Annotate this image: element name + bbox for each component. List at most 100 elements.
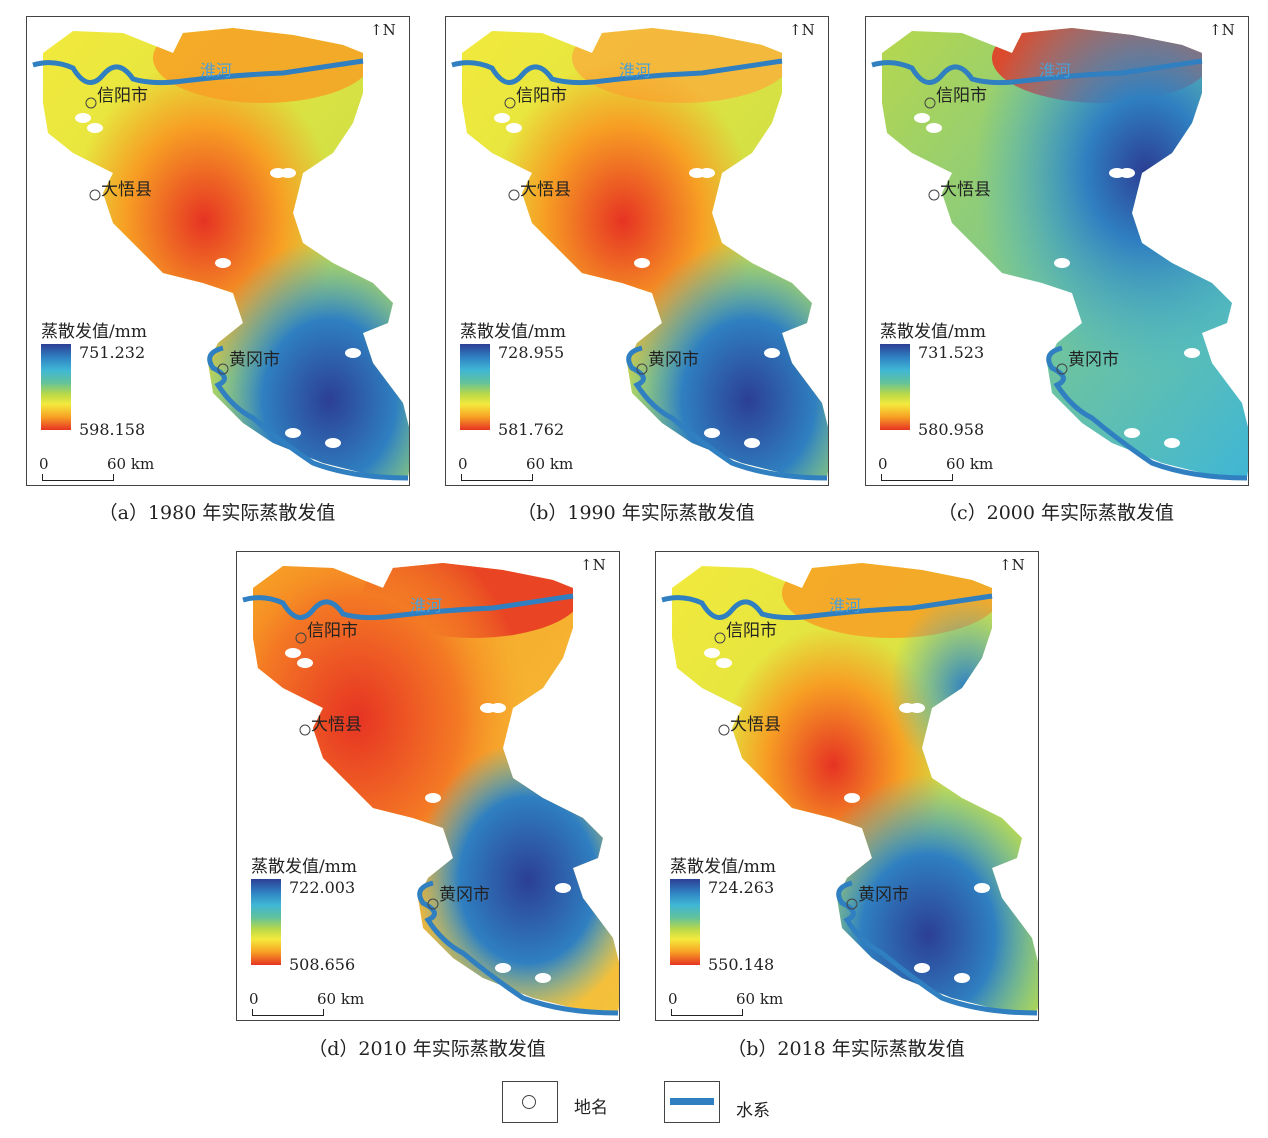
scale-zero: 0 bbox=[668, 990, 678, 1008]
huaihe-river bbox=[871, 58, 1203, 86]
legend-max-value: 731.523 bbox=[918, 343, 985, 362]
scale-label: 60 km bbox=[317, 990, 365, 1008]
caption-b: （b）1990 年实际蒸散发值 bbox=[517, 502, 755, 524]
place-marker bbox=[846, 898, 858, 910]
legend-color-ramp bbox=[41, 344, 71, 430]
north-arrow-icon: ↑ bbox=[1209, 21, 1222, 39]
legend-min-value: 598.158 bbox=[79, 420, 146, 439]
place-marker bbox=[718, 724, 730, 736]
legend-max-value: 722.003 bbox=[289, 878, 356, 897]
legend-max-value: 728.955 bbox=[498, 343, 565, 362]
scale-bar bbox=[881, 474, 953, 481]
scale-zero: 0 bbox=[878, 455, 888, 473]
evap-gradient-layer bbox=[462, 28, 828, 478]
lake bbox=[899, 703, 915, 713]
scale-zero: 0 bbox=[39, 455, 49, 473]
place-label-huanggang: 黄冈市 bbox=[229, 350, 280, 370]
place-key-box bbox=[502, 1081, 558, 1123]
water-key-box bbox=[664, 1081, 720, 1123]
yangtze-river bbox=[626, 345, 828, 481]
north-label: N bbox=[801, 21, 815, 39]
lake bbox=[555, 883, 571, 893]
lake bbox=[285, 428, 301, 438]
scale-bar bbox=[252, 1009, 324, 1016]
place-label-dawu: 大悟县 bbox=[520, 180, 571, 200]
river-label-huaihe: 淮河 bbox=[1039, 61, 1072, 80]
legend-title: 蒸散发值/mm bbox=[670, 857, 776, 877]
lake bbox=[704, 648, 720, 658]
region-map-e bbox=[661, 563, 1038, 1016]
place-marker bbox=[924, 97, 936, 109]
north-label: N bbox=[1221, 21, 1235, 39]
scale-zero: 0 bbox=[458, 455, 468, 473]
lake bbox=[325, 438, 341, 448]
legend-color-ramp bbox=[880, 344, 910, 430]
north-arrow: ↑N bbox=[999, 556, 1025, 574]
north-arrow-icon: ↑ bbox=[370, 21, 383, 39]
legend-min-value: 508.656 bbox=[289, 955, 356, 974]
place-marker bbox=[928, 189, 940, 201]
lake bbox=[215, 258, 231, 268]
north-arrow-icon: ↑ bbox=[580, 556, 593, 574]
lake bbox=[75, 113, 91, 123]
lake bbox=[704, 428, 720, 438]
north-arrow: ↑N bbox=[370, 21, 396, 39]
place-marker bbox=[1056, 363, 1068, 375]
lake bbox=[87, 123, 103, 133]
place-marker bbox=[295, 632, 307, 644]
lake bbox=[1054, 258, 1070, 268]
scale-label: 60 km bbox=[946, 455, 994, 473]
place-label-dawu: 大悟县 bbox=[730, 715, 781, 735]
place-label-dawu: 大悟县 bbox=[101, 180, 152, 200]
place-label-dawu: 大悟县 bbox=[940, 180, 991, 200]
evap-gradient-layer bbox=[882, 28, 1248, 478]
evap-gradient-layer bbox=[253, 563, 619, 1013]
huaihe-river bbox=[661, 593, 993, 621]
lake bbox=[634, 258, 650, 268]
legend-color-ramp bbox=[251, 879, 281, 965]
place-label-dawu: 大悟县 bbox=[311, 715, 362, 735]
scale-bar bbox=[461, 474, 533, 481]
scale-label: 60 km bbox=[736, 990, 784, 1008]
place-marker bbox=[89, 189, 101, 201]
legend-title: 蒸散发值/mm bbox=[41, 322, 147, 342]
lake bbox=[1184, 348, 1200, 358]
region-map-b bbox=[451, 28, 828, 481]
legend-title: 蒸散发值/mm bbox=[880, 322, 986, 342]
north-label: N bbox=[382, 21, 396, 39]
huaihe-river bbox=[242, 593, 574, 621]
place-marker bbox=[508, 189, 520, 201]
lake bbox=[689, 168, 705, 178]
caption-e: （b）2018 年实际蒸散发值 bbox=[727, 1038, 965, 1060]
lake bbox=[297, 658, 313, 668]
river-label-huaihe: 淮河 bbox=[619, 61, 652, 80]
place-label-xinyang: 信阳市 bbox=[97, 86, 148, 106]
place-label-xinyang: 信阳市 bbox=[936, 86, 987, 106]
legend-max-value: 724.263 bbox=[708, 878, 775, 897]
lake bbox=[716, 658, 732, 668]
river-label-huaihe: 淮河 bbox=[200, 61, 233, 80]
north-arrow: ↑N bbox=[1209, 21, 1235, 39]
lake bbox=[844, 793, 860, 803]
place-label-huanggang: 黄冈市 bbox=[1068, 350, 1119, 370]
lake bbox=[345, 348, 361, 358]
place-marker bbox=[504, 97, 516, 109]
caption-c: （c）2000 年实际蒸散发值 bbox=[937, 502, 1175, 524]
river-label-huaihe: 淮河 bbox=[410, 596, 443, 615]
place-label-xinyang: 信阳市 bbox=[307, 621, 358, 641]
water-line-icon bbox=[670, 1098, 714, 1105]
yangtze-river bbox=[1046, 345, 1248, 481]
map-panel-b: 信阳市 大悟县 黄冈市 淮河 ↑N 蒸散发值/mm 728.955 581.762 0 60 km bbox=[445, 16, 829, 486]
place-marker bbox=[636, 363, 648, 375]
scale-label: 60 km bbox=[526, 455, 574, 473]
scale-bar bbox=[671, 1009, 743, 1016]
lake bbox=[914, 963, 930, 973]
place-label-huanggang: 黄冈市 bbox=[648, 350, 699, 370]
lake bbox=[270, 168, 286, 178]
lake bbox=[954, 973, 970, 983]
north-arrow-icon: ↑ bbox=[789, 21, 802, 39]
place-label-xinyang: 信阳市 bbox=[516, 86, 567, 106]
huaihe-river bbox=[451, 58, 783, 86]
place-key-label: 地名 bbox=[574, 1098, 608, 1118]
lake bbox=[764, 348, 780, 358]
